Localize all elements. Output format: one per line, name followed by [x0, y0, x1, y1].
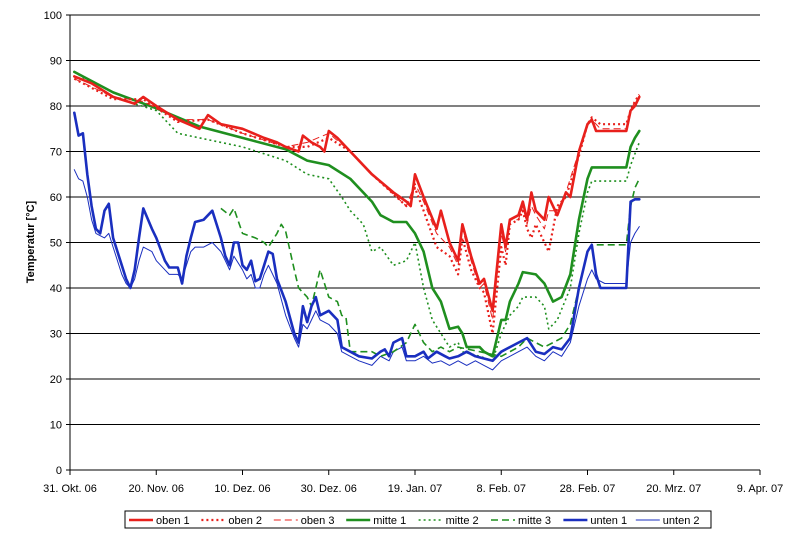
y-tick-labels: 0 10 20 30 40 50 60 70 80 90 100 — [44, 10, 62, 477]
series-layer — [73, 70, 641, 371]
series-line-oben-1 — [73, 75, 641, 313]
x-tick-label: 9. Apr. 07 — [737, 483, 783, 495]
legend-label: unten 2 — [663, 515, 700, 527]
series-line-mitte-2 — [73, 71, 641, 362]
y-tick-label: 100 — [44, 10, 62, 22]
legend-label: oben 1 — [156, 515, 190, 527]
x-tick-labels: 31. Okt. 06 20. Nov. 06 10. Dez. 06 30. Dez… — [43, 483, 783, 495]
x-tick-label: 28. Feb. 07 — [560, 483, 616, 495]
legend-label: mitte 2 — [446, 515, 479, 527]
legend-label: mitte 3 — [518, 515, 551, 527]
y-tick-label: 80 — [50, 101, 62, 113]
legend: oben 1 oben 2 oben 3 mitte 1 mitte 2 mitte 3 u… — [124, 510, 712, 529]
y-tick-label: 0 — [56, 465, 62, 477]
legend-label: oben 3 — [301, 515, 335, 527]
y-tick-label: 60 — [50, 192, 62, 204]
y-tick-label: 90 — [50, 56, 62, 68]
y-tick-label: 30 — [50, 329, 62, 341]
y-tick-label: 10 — [50, 420, 62, 432]
x-tick-label: 10. Dez. 06 — [214, 483, 270, 495]
legend-label: oben 2 — [228, 515, 262, 527]
x-tick-label: 20. Nov. 06 — [129, 483, 184, 495]
series-line-mitte-3 — [220, 178, 641, 358]
x-tick-label: 30. Dez. 06 — [301, 483, 357, 495]
series-line-unten-2 — [73, 169, 640, 371]
y-tick-label: 40 — [50, 283, 62, 295]
x-tick-label: 8. Feb. 07 — [476, 483, 526, 495]
legend-label: mitte 1 — [373, 515, 406, 527]
series-line-oben-3 — [74, 78, 640, 321]
x-tick-label: 31. Okt. 06 — [43, 483, 97, 495]
legend-label: unten 1 — [590, 515, 627, 527]
x-tick-label: 19. Jan. 07 — [388, 483, 442, 495]
legend-box — [124, 510, 712, 529]
series-line-mitte-1 — [73, 70, 641, 358]
x-tick-label: 20. Mrz. 07 — [646, 483, 701, 495]
y-tick-label: 70 — [50, 147, 62, 159]
y-tick-label: 50 — [50, 238, 62, 250]
grid-lines — [66, 14, 761, 475]
series-line-unten-1 — [73, 111, 641, 363]
y-tick-label: 20 — [50, 374, 62, 386]
y-axis-title: Temperatur [°C] — [25, 200, 37, 283]
